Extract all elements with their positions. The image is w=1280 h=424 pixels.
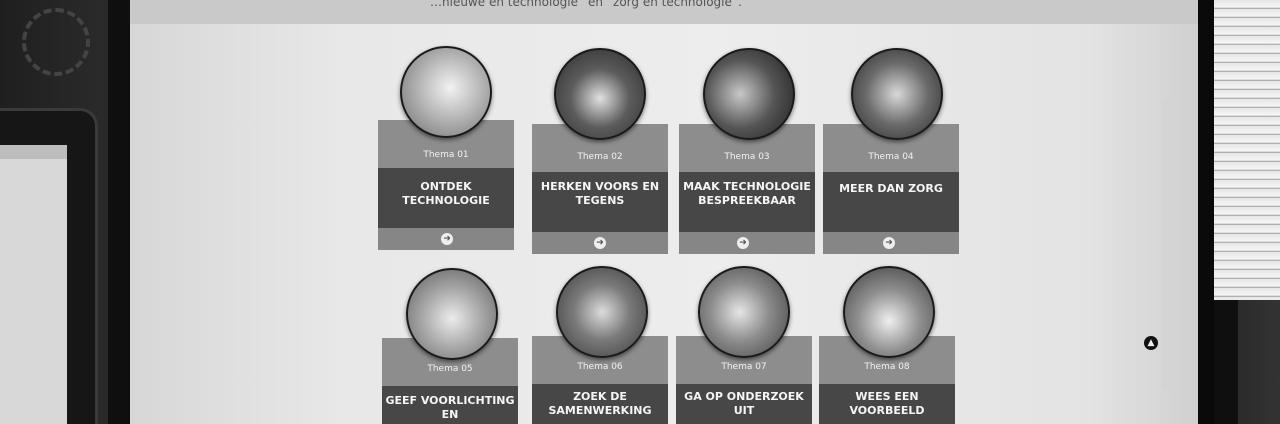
theme-title: MEER DAN ZORG bbox=[839, 182, 943, 195]
tablet-device bbox=[0, 108, 98, 424]
tablet-browser-bar bbox=[0, 145, 67, 159]
theme-photo bbox=[843, 266, 935, 358]
arrow-right-circle-icon[interactable]: ➜ bbox=[737, 237, 749, 249]
theme-photo bbox=[703, 48, 795, 140]
arrow-right-circle-icon[interactable]: ➜ bbox=[441, 233, 453, 245]
theme-photo bbox=[400, 46, 492, 138]
theme-title: GA OP ONDERZOEK UIT bbox=[684, 390, 804, 417]
website-screen: …nieuwe en technologie” en “zorg en tech… bbox=[130, 0, 1198, 424]
theme-photo bbox=[851, 48, 943, 140]
theme-title: MAAK TECHNOLOGIE BESPREEKBAAR bbox=[683, 180, 811, 207]
chevron-up-circle-icon[interactable]: ▲ bbox=[1144, 336, 1158, 350]
theme-title: WEES EEN VOORBEELD bbox=[849, 390, 925, 417]
theme-photo bbox=[406, 268, 498, 360]
intro-text: …nieuwe en technologie” en “zorg en tech… bbox=[430, 0, 742, 9]
theme-label: Thema 07 bbox=[721, 362, 767, 372]
theme-label: Thema 08 bbox=[864, 362, 910, 372]
arrow-right-circle-icon[interactable]: ➜ bbox=[594, 237, 606, 249]
theme-title: HERKEN VOORS EN TEGENS bbox=[540, 180, 660, 207]
theme-label: Thema 01 bbox=[423, 150, 469, 160]
theme-photo bbox=[556, 266, 648, 358]
theme-photo bbox=[554, 48, 646, 140]
scrollbar[interactable] bbox=[1162, 100, 1170, 390]
tablet-screen bbox=[0, 145, 67, 424]
theme-label: Thema 02 bbox=[577, 152, 623, 162]
window-blinds bbox=[1210, 0, 1280, 300]
monitor-bezel-right bbox=[1196, 0, 1214, 424]
theme-title: ONTDEK TECHNOLOGIE bbox=[402, 180, 490, 207]
theme-label: Thema 04 bbox=[868, 152, 914, 162]
header-strip: …nieuwe en technologie” en “zorg en tech… bbox=[130, 0, 1198, 24]
theme-label: Thema 06 bbox=[577, 362, 623, 372]
theme-photo bbox=[698, 266, 790, 358]
arrow-right-circle-icon[interactable]: ➜ bbox=[883, 237, 895, 249]
theme-title: ZOEK DE SAMENWERKING bbox=[548, 390, 652, 417]
theme-label: Thema 03 bbox=[724, 152, 770, 162]
theme-label: Thema 05 bbox=[427, 364, 473, 374]
theme-title: GEEF VOORLICHTING EN bbox=[385, 394, 515, 421]
gear-icon bbox=[22, 8, 90, 76]
